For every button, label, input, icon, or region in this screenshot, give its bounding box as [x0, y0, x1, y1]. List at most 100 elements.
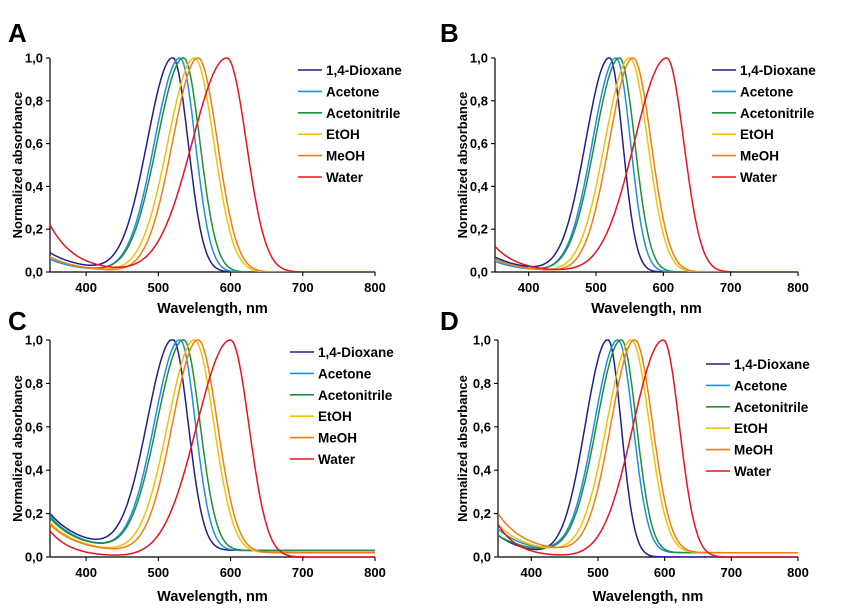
series-line-meoh: [495, 57, 798, 272]
panel-letter: B: [440, 18, 459, 48]
x-axis-label: Wavelength, nm: [157, 589, 268, 605]
legend-label: Acetone: [734, 378, 788, 393]
panel-c: C 0,0 0,2 0,4 0,6 0,8 1,0 400 500 600 700 800 Wavele…: [8, 306, 394, 605]
legend-label: EtOH: [318, 409, 352, 424]
x-tick-label: 600: [220, 280, 242, 295]
legend-label: Acetonitrile: [740, 106, 815, 121]
y-tick-label: 0,4: [470, 179, 489, 194]
legend-label: Acetonitrile: [326, 106, 401, 121]
panel-d: D 0,0 0,2 0,4 0,6 0,8 1,0 400 500 600 700 800 Wavele…: [440, 306, 810, 605]
plot-area: [50, 339, 375, 557]
legend-label: MeOH: [326, 149, 365, 164]
series-line-water: [50, 57, 375, 272]
y-tick-label: 0,2: [473, 506, 491, 521]
series-line-water: [498, 339, 798, 557]
legend-label: EtOH: [740, 127, 774, 142]
y-tick-label: 0,2: [470, 222, 488, 237]
x-tick-label: 500: [585, 280, 607, 295]
series-line-water: [50, 339, 375, 557]
legend-label: Acetone: [740, 84, 794, 99]
legend-label: MeOH: [734, 443, 773, 458]
y-tick-label: 0,4: [25, 179, 44, 194]
legend-label: Water: [318, 452, 356, 467]
legend-label: Acetone: [318, 366, 372, 381]
x-tick-label: 400: [75, 280, 97, 295]
x-tick-label: 400: [75, 565, 97, 580]
y-tick-label: 0,2: [25, 506, 43, 521]
panel-letter: C: [8, 306, 27, 336]
legend-label: 1,4-Dioxane: [318, 345, 394, 360]
y-tick-label: 1,0: [470, 51, 488, 66]
legend-label: 1,4-Dioxane: [734, 357, 810, 372]
series-line-acetonitrile: [495, 57, 798, 272]
legend-label: Acetonitrile: [318, 388, 393, 403]
panel-letter: A: [8, 18, 27, 48]
y-tick-label: 0,8: [470, 93, 488, 108]
y-tick-label: 0,4: [473, 463, 492, 478]
legend-label: Water: [326, 170, 364, 185]
y-tick-label: 0,2: [25, 222, 43, 237]
series-line-1-4-dioxane: [495, 57, 798, 272]
x-tick-label: 500: [147, 565, 169, 580]
x-axis-label: Wavelength, nm: [593, 589, 704, 605]
series-line-meoh: [50, 57, 375, 272]
y-tick-label: 0,6: [473, 419, 491, 434]
y-tick-label: 1,0: [473, 333, 491, 348]
x-tick-label: 800: [364, 280, 386, 295]
legend-label: MeOH: [318, 431, 357, 446]
x-tick-label: 400: [518, 280, 540, 295]
legend-label: Water: [740, 170, 778, 185]
x-tick-label: 600: [220, 565, 242, 580]
legend-label: EtOH: [734, 421, 768, 436]
legend-label: EtOH: [326, 127, 360, 142]
x-axis-label: Wavelength, nm: [157, 301, 268, 317]
x-tick-label: 600: [654, 565, 676, 580]
y-tick-label: 0,0: [25, 550, 43, 565]
legend: 1,4-Dioxane Acetone Acetonitrile EtOH MeOH Wa…: [290, 345, 394, 467]
plot-area: [498, 339, 798, 557]
legend: 1,4-Dioxane Acetone Acetonitrile EtOH MeOH Wa…: [706, 357, 810, 479]
legend-label: Acetonitrile: [734, 400, 809, 415]
legend-label: Water: [734, 464, 772, 479]
series-line-water: [495, 57, 798, 272]
x-tick-label: 400: [520, 565, 542, 580]
x-tick-label: 600: [652, 280, 674, 295]
y-axis-label: Normalized absorbance: [10, 92, 25, 239]
series-line-meoh: [498, 339, 798, 554]
series-line-meoh: [50, 339, 375, 554]
x-tick-label: 800: [787, 280, 809, 295]
y-tick-label: 0,6: [25, 419, 43, 434]
panel-a: A 0,0 0,2 0,4 0,6 0,8 1,0 400 500 600 700 800 Wavele…: [8, 18, 402, 317]
legend: 1,4-Dioxane Acetone Acetonitrile EtOH MeOH Wa…: [298, 63, 402, 185]
series-line-acetonitrile: [50, 339, 375, 552]
x-tick-label: 500: [587, 565, 609, 580]
legend-label: 1,4-Dioxane: [740, 63, 816, 78]
x-tick-label: 800: [787, 565, 809, 580]
legend-label: Acetone: [326, 84, 380, 99]
series-line-1-4-dioxane: [50, 57, 375, 272]
y-axis-label: Normalized absorbance: [455, 92, 470, 239]
legend-label: MeOH: [740, 149, 779, 164]
legend-label: 1,4-Dioxane: [326, 63, 402, 78]
panel-b: B 0,0 0,2 0,4 0,6 0,8 1,0 400 500 600 700 800 Wavele…: [440, 18, 816, 317]
y-tick-label: 0,0: [473, 550, 491, 565]
legend: 1,4-Dioxane Acetone Acetonitrile EtOH MeOH Wa…: [712, 63, 816, 185]
plot-area: [495, 57, 798, 272]
x-tick-label: 800: [364, 565, 386, 580]
x-tick-label: 700: [720, 280, 742, 295]
y-tick-label: 0,8: [25, 93, 43, 108]
x-tick-label: 700: [720, 565, 742, 580]
series-line-acetonitrile: [50, 57, 375, 272]
x-tick-label: 700: [292, 280, 314, 295]
y-tick-label: 1,0: [25, 333, 43, 348]
y-tick-label: 0,4: [25, 463, 44, 478]
y-tick-label: 0,0: [470, 265, 488, 280]
y-axis-label: Normalized absorbance: [10, 375, 25, 522]
y-tick-label: 1,0: [25, 51, 43, 66]
y-tick-label: 0,8: [25, 376, 43, 391]
x-tick-label: 700: [292, 565, 314, 580]
y-tick-label: 0,6: [25, 136, 43, 151]
y-tick-label: 0,6: [470, 136, 488, 151]
y-tick-label: 0,0: [25, 265, 43, 280]
y-axis-label: Normalized absorbance: [455, 375, 470, 522]
